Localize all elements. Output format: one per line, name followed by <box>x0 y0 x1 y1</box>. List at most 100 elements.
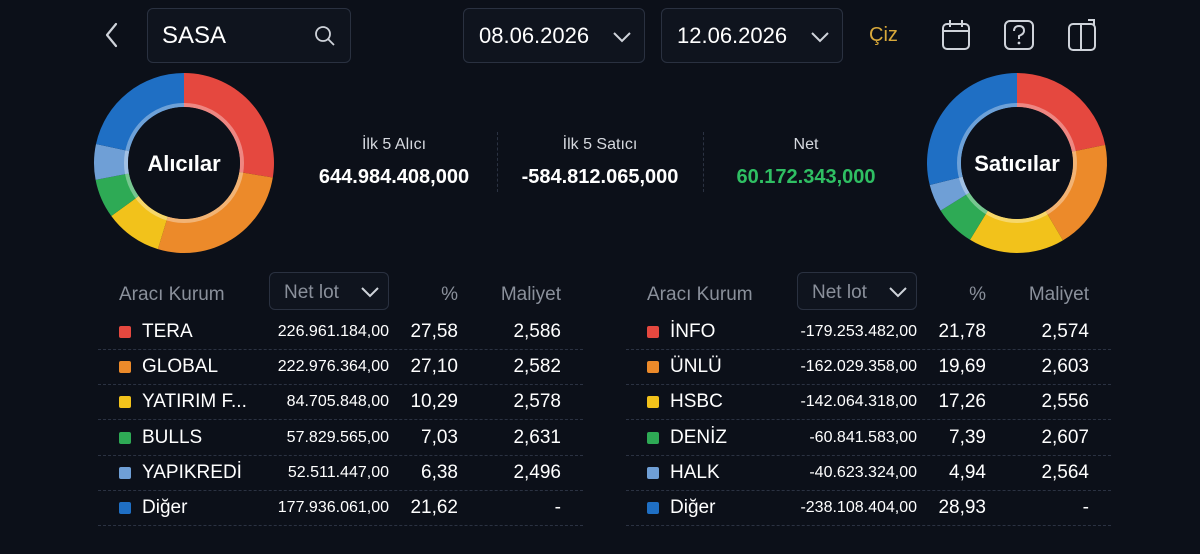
donut: Alıcılar <box>94 73 274 253</box>
donut-center <box>128 107 240 219</box>
net-lot: 84.705.848,00 <box>286 393 389 411</box>
net-lot-dropdown[interactable]: Net lot <box>797 272 917 310</box>
cost: 2,586 <box>513 321 561 342</box>
chevron <box>613 32 631 43</box>
net-lot: 177.936.061,00 <box>277 499 389 516</box>
cost: - <box>1082 497 1089 518</box>
percent: 21,78 <box>938 321 986 342</box>
donut-segment <box>184 73 274 178</box>
color-swatch <box>119 466 131 479</box>
color-swatch <box>119 326 131 338</box>
column-header: Maliyet <box>1028 284 1089 305</box>
chevron-path <box>361 287 379 298</box>
net-lot: -142.064.318,00 <box>800 393 917 411</box>
broker-name: HSBC <box>670 391 723 413</box>
donut-segment <box>96 73 184 152</box>
row-separator <box>98 384 583 386</box>
symbol: SASA <box>162 22 227 49</box>
cost: 2,496 <box>513 461 561 483</box>
cost: 2,631 <box>513 426 561 448</box>
net-lot: -238.108.404,00 <box>800 499 917 516</box>
donut-label: Satıcılar <box>974 151 1060 176</box>
search-box[interactable]: SASA <box>147 8 351 63</box>
chevron <box>811 32 829 43</box>
help-icon[interactable] <box>1004 20 1034 50</box>
donut-segment <box>111 196 168 250</box>
net-lot: 57.829.565,00 <box>286 428 389 446</box>
column-header: Net lot <box>812 282 867 303</box>
net-lot: -60.841.583,00 <box>809 428 917 446</box>
chevron-path <box>889 287 907 298</box>
column-header: Aracı Kurum <box>647 284 753 305</box>
cost: 2,582 <box>513 356 561 378</box>
net-lot: -40.623.324,00 <box>809 463 917 481</box>
row-separator <box>98 489 583 491</box>
broker-name: İNFO <box>670 321 716 342</box>
layout-icon[interactable] <box>1068 19 1098 51</box>
donut-segment <box>1045 144 1107 241</box>
row-separator <box>98 525 583 526</box>
cost: 2,603 <box>1041 356 1089 378</box>
percent: 28,93 <box>938 497 986 518</box>
donut-segment <box>95 173 139 217</box>
cost: 2,574 <box>1041 321 1089 342</box>
summary-value: 60.172.343,000 <box>736 166 876 188</box>
cost: 2,607 <box>1041 426 1089 448</box>
column-header: Net lot <box>284 282 339 303</box>
donut: Satıcılar <box>927 73 1107 254</box>
chevron <box>889 287 907 298</box>
color-swatch <box>119 502 131 514</box>
donut-label: Alıcılar <box>147 151 221 176</box>
summary-label: Net <box>793 136 819 153</box>
donut-highlight <box>957 103 1077 223</box>
donut-highlight <box>124 103 244 223</box>
color-swatch <box>647 431 659 444</box>
net-lot: 222.976.364,00 <box>277 358 389 376</box>
column-header: % <box>969 284 986 305</box>
broker-name: Diğer <box>670 497 716 518</box>
cost: 2,564 <box>1041 461 1089 483</box>
end-date[interactable]: 12.06.2026 <box>661 8 843 63</box>
net-lot: 52.511.447,00 <box>287 463 389 481</box>
draw-button[interactable]: Çiz <box>869 24 898 46</box>
color-swatch <box>647 361 659 374</box>
column-header: Aracı Kurum <box>119 284 225 305</box>
column-header: % <box>441 284 458 305</box>
broker-name: GLOBAL <box>142 356 219 378</box>
donut-segment <box>94 144 130 180</box>
color-swatch <box>647 326 659 338</box>
color-swatch <box>119 396 131 409</box>
row-separator <box>98 349 583 350</box>
percent: 10,29 <box>410 391 458 413</box>
color-swatch <box>119 431 131 444</box>
start-date[interactable]: 08.06.2026 <box>463 8 645 63</box>
row-separator <box>98 454 583 456</box>
back-button[interactable] <box>102 20 122 50</box>
percent: 7,39 <box>949 426 986 448</box>
summary-value: -584.812.065,000 <box>521 166 679 188</box>
broker-name: TERA <box>142 321 193 342</box>
chevron <box>361 287 379 298</box>
broker-name: ÜNLÜ <box>670 356 722 378</box>
net-lot-dropdown[interactable]: Net lot <box>269 272 389 310</box>
percent: 6,38 <box>421 461 458 483</box>
percent: 7,03 <box>421 426 458 448</box>
net-lot: 226.961.184,00 <box>277 323 389 340</box>
date-text: 08.06.2026 <box>479 23 590 48</box>
percent: 21,62 <box>410 497 458 518</box>
broker-name: DENİZ <box>670 426 727 448</box>
row-separator <box>98 419 583 421</box>
percent: 27,58 <box>410 321 458 342</box>
broker-name: Diğer <box>142 497 188 518</box>
row-separator <box>626 525 1111 526</box>
calendar-icon[interactable] <box>941 19 971 51</box>
donut-segment <box>929 176 970 211</box>
color-swatch <box>119 361 131 374</box>
summary-label: İlk 5 Satıcı <box>562 136 638 153</box>
summary-value: 644.984.408,000 <box>318 166 470 188</box>
cost: 2,556 <box>1041 391 1089 413</box>
column-header: Maliyet <box>500 284 561 305</box>
net-lot: -179.253.482,00 <box>800 323 917 340</box>
